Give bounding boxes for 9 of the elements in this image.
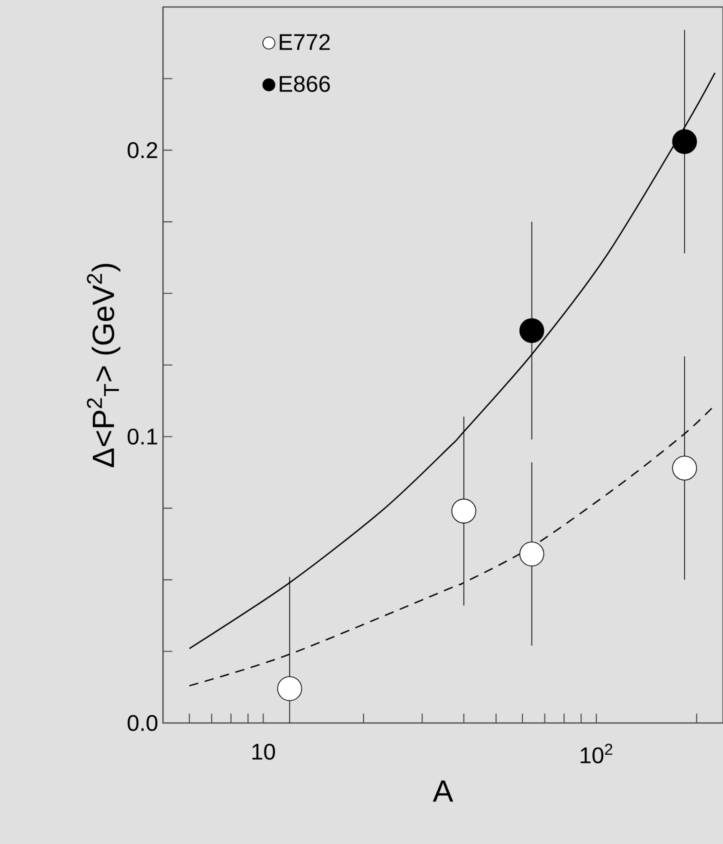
y-tick-label: 0.0	[128, 714, 158, 732]
y-tick-label: 0.1	[128, 428, 158, 445]
x-tick-label: 10$^{2}$	[580, 744, 612, 764]
x-tick-label: 10	[252, 744, 275, 760]
y-axis-title: Δ<P$^{2}$$_{T}$> (GeV$^{2}$)	[86, 264, 120, 468]
legend-label: E772	[280, 34, 330, 50]
x-axis-title: A	[432, 780, 454, 802]
y-tick-label: 0.2	[128, 142, 158, 158]
legend-label: E866	[280, 76, 330, 92]
